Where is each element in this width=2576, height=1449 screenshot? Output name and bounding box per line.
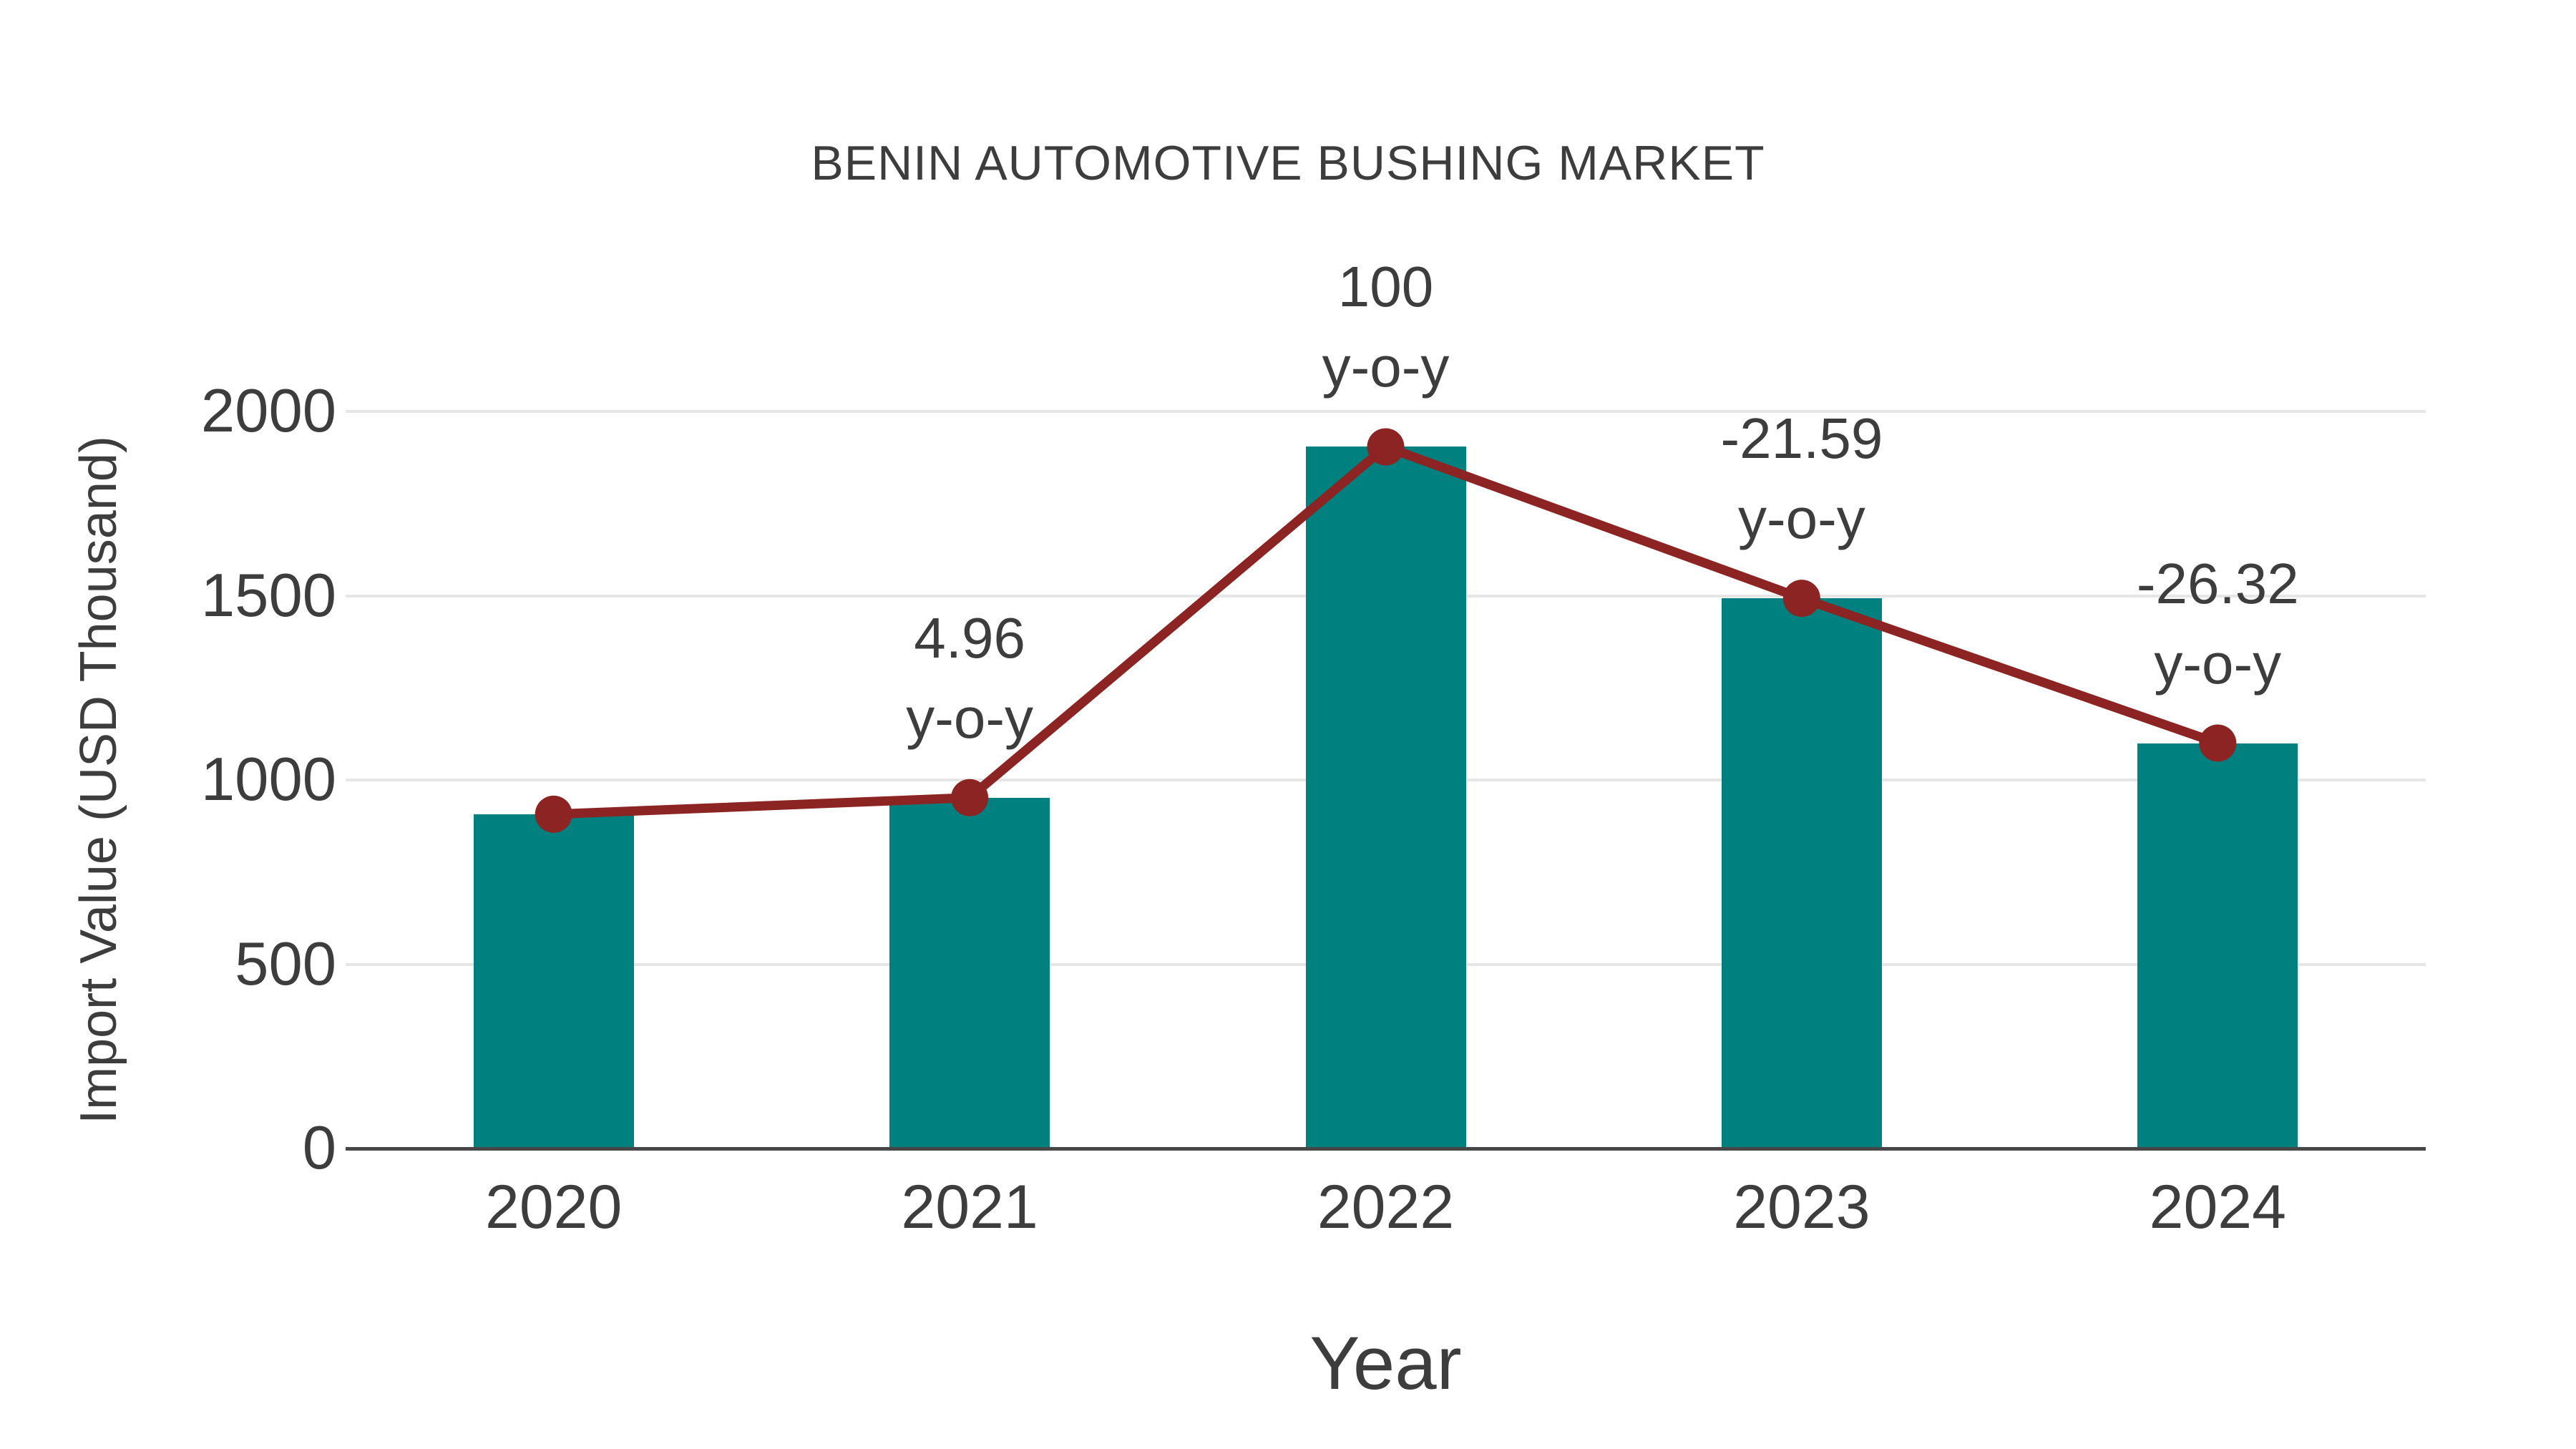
bar-2024 — [2137, 743, 2298, 1148]
x-tick-label-2024: 2024 — [2149, 1173, 2286, 1241]
annotation-2024: -26.32 y-o-y — [2137, 544, 2299, 704]
y-axis-title: Import Value (USD Thousand) — [70, 436, 127, 1124]
y-tick-label-1500: 1500 — [200, 561, 336, 630]
x-axis-line — [346, 1147, 2426, 1151]
x-axis-title: Year — [1309, 1322, 1462, 1405]
gridline-2000 — [346, 410, 2426, 413]
annotation-value-2021: 4.96 — [914, 605, 1025, 670]
x-tick-label-2020: 2020 — [485, 1173, 623, 1241]
y-tick-label-1000: 1000 — [200, 746, 336, 814]
annotation-suffix-2023: y-o-y — [1738, 487, 1865, 551]
bar-2020 — [473, 814, 634, 1148]
chart-title: BENIN AUTOMOTIVE BUSHING MARKET — [811, 136, 1765, 190]
y-tick-label-0: 0 — [302, 1114, 336, 1182]
bar-2021 — [889, 797, 1050, 1148]
annotation-value-2024: -26.32 — [2136, 551, 2299, 615]
x-tick-label-2021: 2021 — [901, 1173, 1038, 1241]
annotation-suffix-2022: y-o-y — [1322, 335, 1450, 399]
y-tick-label-500: 500 — [235, 930, 336, 998]
bar-2023 — [1721, 598, 1882, 1148]
bar-2022 — [1305, 447, 1466, 1148]
x-tick-label-2023: 2023 — [1733, 1173, 1870, 1241]
annotation-value-2022: 100 — [1337, 255, 1434, 319]
x-tick-label-2022: 2022 — [1317, 1173, 1455, 1241]
annotation-suffix-2021: y-o-y — [906, 686, 1033, 750]
annotation-value-2023: -21.59 — [1720, 406, 1883, 471]
annotation-2021: 4.96 y-o-y — [906, 598, 1033, 758]
annotation-2023: -21.59 y-o-y — [1720, 399, 1883, 559]
y-tick-label-2000: 2000 — [200, 377, 336, 445]
annotation-suffix-2024: y-o-y — [2154, 631, 2282, 696]
annotation-2022: 100 y-o-y — [1322, 247, 1450, 407]
